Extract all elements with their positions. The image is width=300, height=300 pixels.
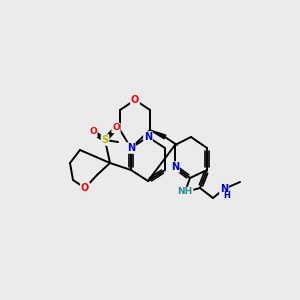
Text: N: N <box>220 184 228 194</box>
Text: O: O <box>81 183 89 193</box>
Text: S: S <box>101 135 109 145</box>
Text: H: H <box>224 191 230 200</box>
Text: O: O <box>112 124 120 133</box>
Text: O: O <box>131 95 139 105</box>
Text: N: N <box>171 162 179 172</box>
Text: NH: NH <box>177 188 193 196</box>
Text: N: N <box>144 132 152 142</box>
Text: O: O <box>89 128 97 136</box>
Polygon shape <box>150 130 166 139</box>
Text: N: N <box>127 143 135 153</box>
